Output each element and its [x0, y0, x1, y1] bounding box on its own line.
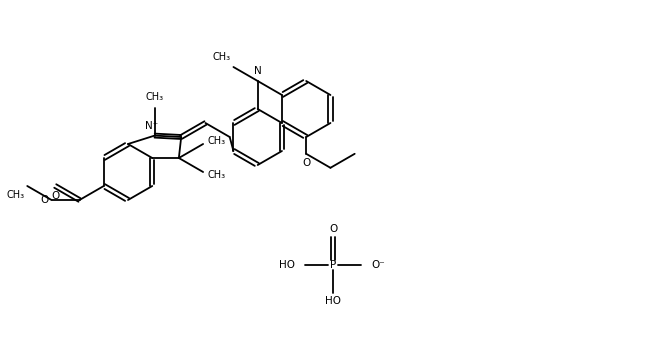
Text: CH₃: CH₃	[146, 92, 164, 102]
Text: O: O	[40, 195, 49, 205]
Text: P: P	[330, 260, 336, 270]
Text: N⁺: N⁺	[145, 121, 159, 130]
Text: HO: HO	[325, 296, 341, 306]
Text: CH₃: CH₃	[207, 170, 225, 180]
Text: CH₃: CH₃	[212, 52, 230, 62]
Text: N: N	[254, 66, 262, 76]
Text: O⁻: O⁻	[371, 260, 385, 270]
Text: O: O	[302, 158, 310, 168]
Text: O: O	[329, 224, 337, 234]
Text: HO: HO	[279, 260, 295, 270]
Text: CH₃: CH₃	[207, 136, 225, 146]
Text: CH₃: CH₃	[6, 190, 24, 200]
Text: O: O	[51, 191, 59, 201]
